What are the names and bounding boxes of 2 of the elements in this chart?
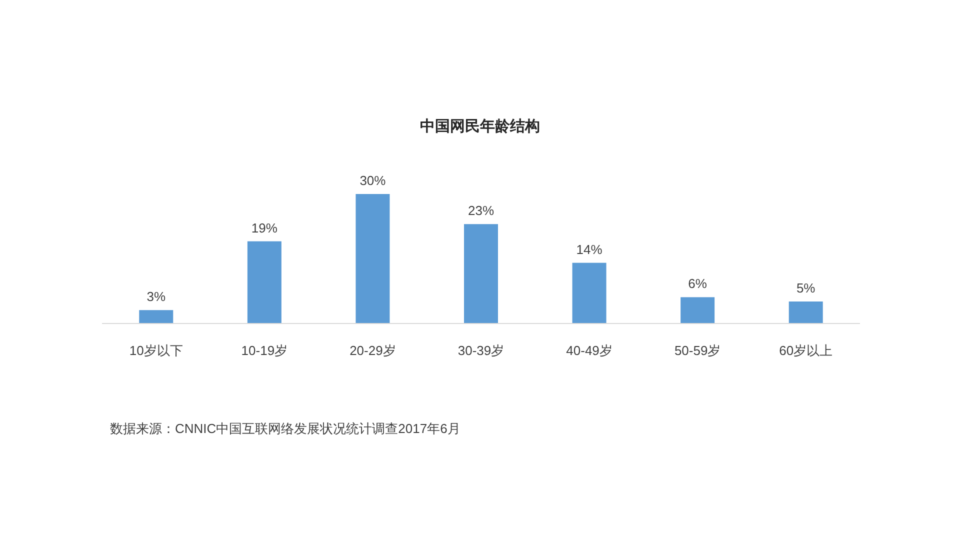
annotation: 数据来源：CNNIC中国互联网络发展状况统计调查2017年6月 bbox=[110, 421, 460, 436]
title: 中国网民年龄结构 bbox=[420, 118, 540, 135]
